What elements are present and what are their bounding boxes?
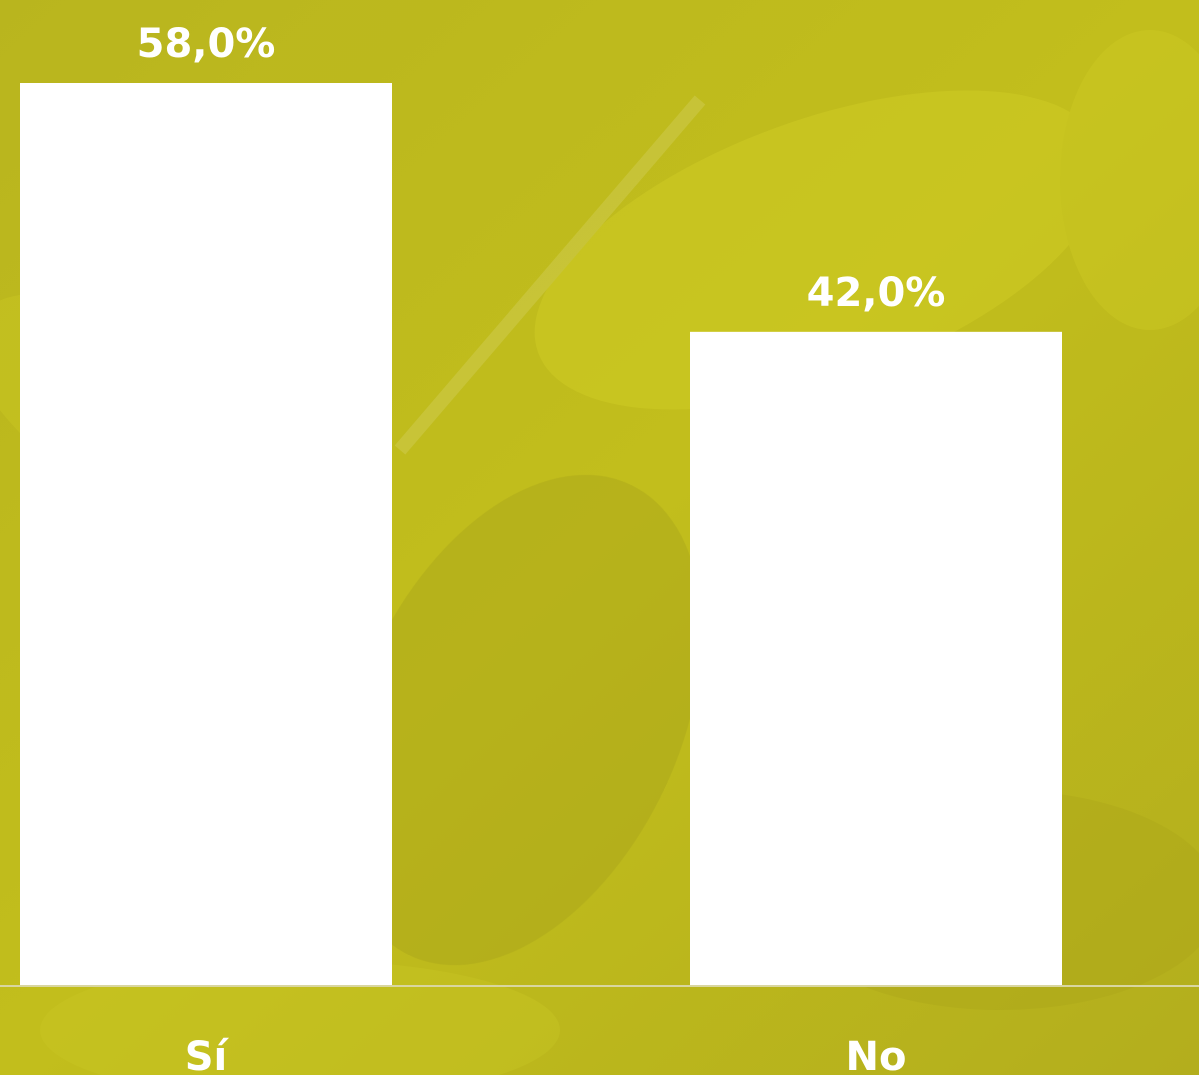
bar [690, 331, 1062, 985]
value-label: 58,0% [137, 21, 276, 67]
x-tick-label: Sí [185, 1034, 230, 1075]
leaf-texture [0, 30, 1199, 1075]
x-tick-label: No [846, 1034, 907, 1075]
value-label: 42,0% [807, 270, 946, 316]
bar [20, 83, 392, 985]
plot: 58,0% Sí 42,0% No [20, 21, 1062, 1075]
